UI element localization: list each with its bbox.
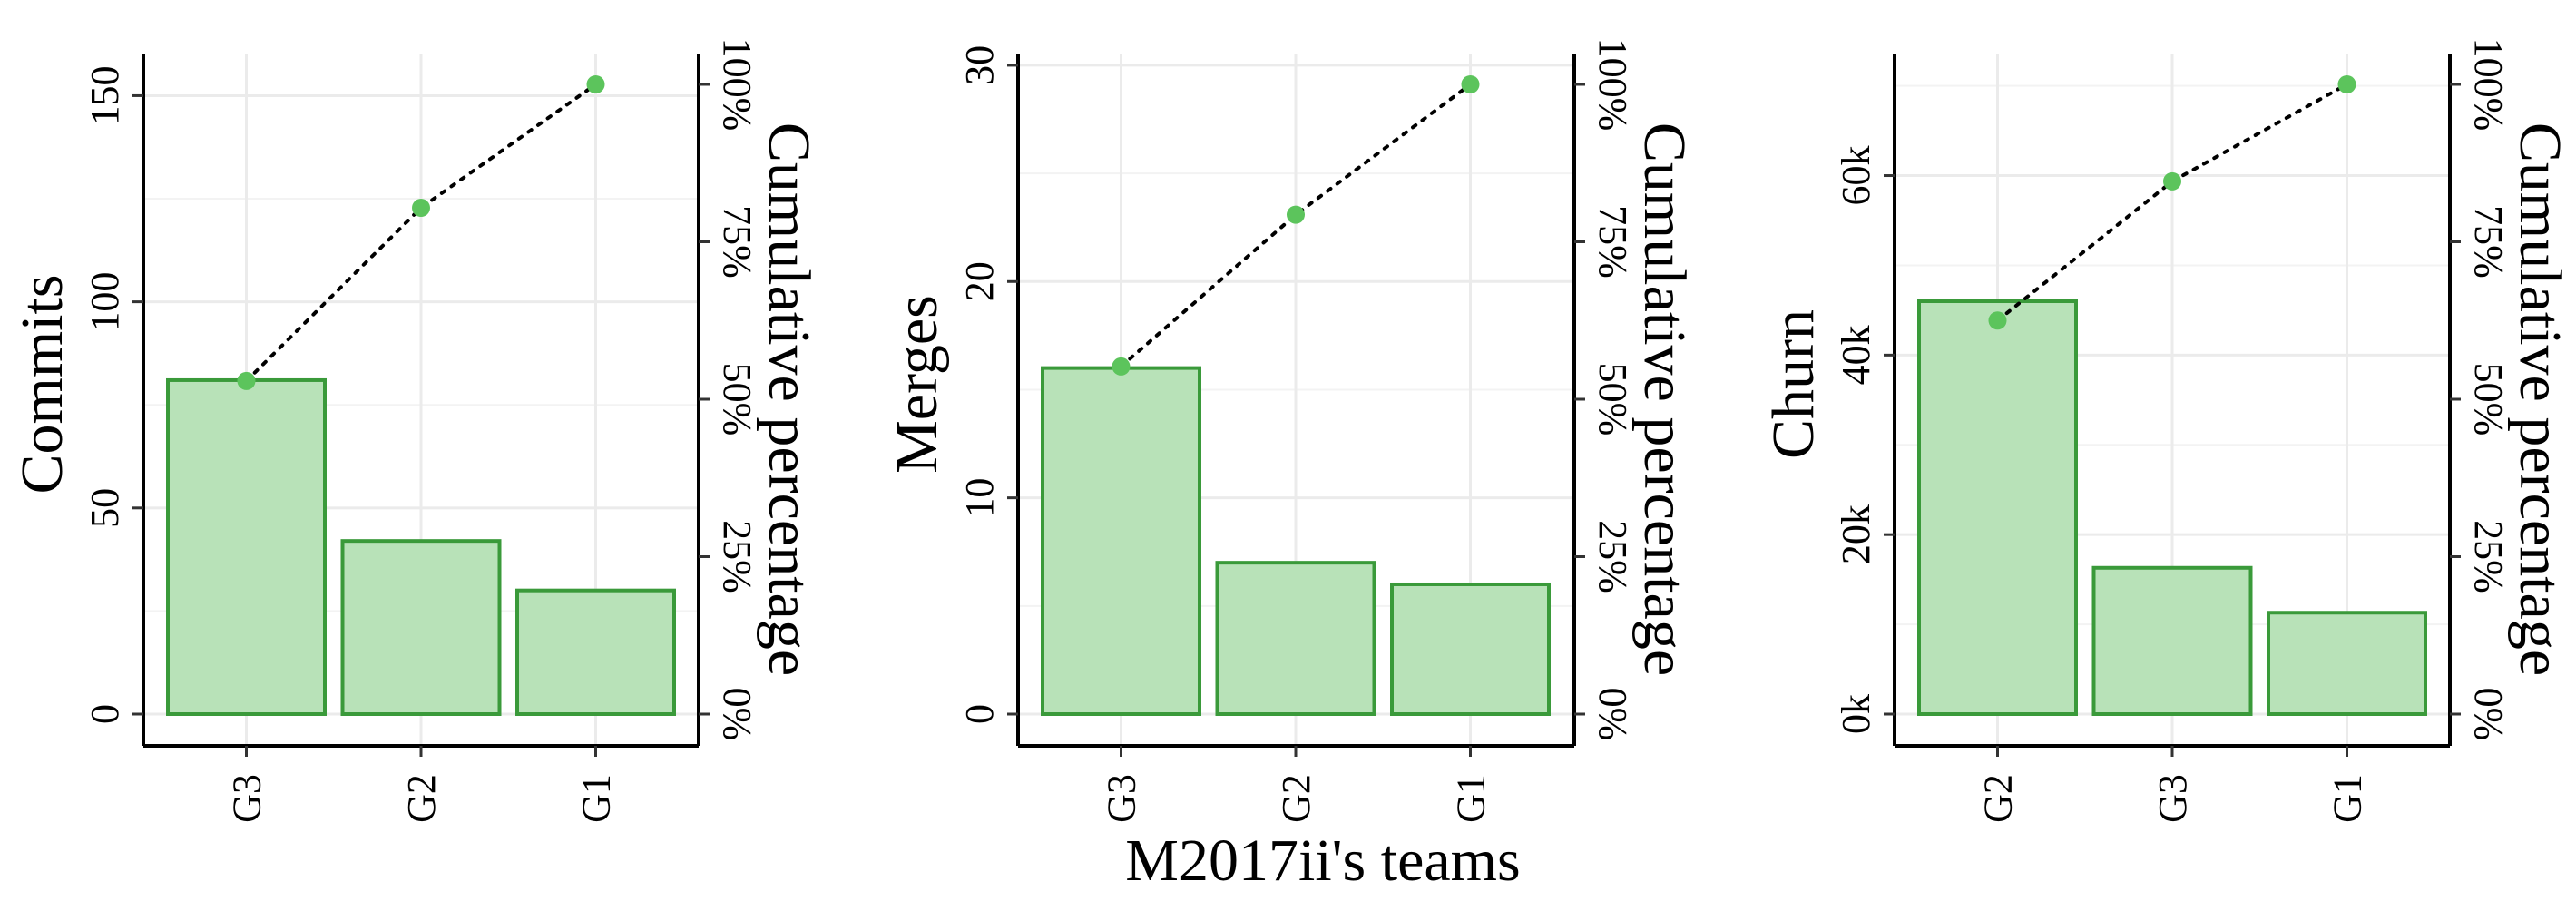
- y-axis-title: Commits: [9, 274, 75, 494]
- bar-G1: [2267, 611, 2427, 716]
- y2-tick-label: 0%: [1591, 688, 1635, 741]
- bar-G1: [1390, 582, 1551, 716]
- y2-tick-label: 0%: [715, 688, 759, 741]
- cumulative-point-G3: [237, 371, 256, 390]
- y2-axis-title: Cumulative percentage: [756, 122, 822, 676]
- cumulative-point-G1: [2337, 75, 2356, 93]
- panel-2: 0 10 20 30 0% 25% 50% 75% 100% G3 G2 G1 Merges Cumula…: [884, 38, 1698, 823]
- cumulative-point-G3: [2163, 171, 2181, 191]
- bar-G3: [2091, 565, 2253, 717]
- y-tick-label: 50: [83, 488, 127, 528]
- x-tick-label: G3: [1100, 774, 1144, 823]
- x-tick-label: G1: [2326, 774, 2370, 823]
- x-tick-label: G2: [399, 774, 444, 823]
- cumulative-point-G2: [412, 199, 430, 218]
- x-tick-label: G2: [1274, 774, 1318, 823]
- y-tick-label: 10: [957, 478, 1002, 518]
- y-tick-label: 20: [957, 261, 1002, 301]
- y2-tick-label: 25%: [1591, 520, 1635, 593]
- bar-G2: [340, 539, 502, 716]
- cumulative-point-G2: [1287, 205, 1305, 224]
- x-tick-label: G1: [1449, 774, 1494, 823]
- bar-G2: [1215, 561, 1376, 716]
- y2-axis-title: Cumulative percentage: [2507, 122, 2573, 676]
- y2-tick-label: 75%: [1591, 205, 1635, 279]
- bar-G3: [166, 377, 327, 716]
- y-tick-label: 40k: [1834, 325, 1878, 385]
- x-tick-label: G3: [225, 774, 269, 823]
- cumulative-line: [1119, 83, 1473, 368]
- y-tick-label: 0: [957, 704, 1002, 724]
- y-axis-title: Merges: [884, 295, 950, 474]
- x-tick-label: G1: [574, 774, 619, 823]
- bar-G1: [515, 588, 676, 716]
- y2-tick-label: 100%: [1591, 38, 1635, 132]
- y2-tick-label: 0%: [2466, 688, 2511, 741]
- y2-tick-label: 75%: [2466, 205, 2511, 279]
- y2-axis-title: Cumulative percentage: [1631, 122, 1698, 676]
- bar-G3: [1041, 366, 1201, 716]
- x-tick-label: G3: [2150, 774, 2195, 823]
- bar-G2: [1917, 299, 2078, 716]
- x-tick-label: G2: [1976, 774, 2021, 823]
- y-tick-label: 20k: [1834, 504, 1878, 564]
- y-axis-title: Churn: [1760, 309, 1827, 459]
- cumulative-point-G1: [1461, 75, 1480, 93]
- panel-1: 0 50 100 150 0% 25% 50% 75% 100% G3 G2 G1 Commits Cum…: [9, 38, 822, 823]
- cumulative-point-G3: [1112, 357, 1131, 376]
- figure-x-axis-title: M2017ii's teams: [1125, 828, 1520, 894]
- y-tick-label: 30: [957, 45, 1002, 85]
- y2-tick-label: 100%: [715, 38, 759, 132]
- y-tick-label: 150: [83, 65, 127, 125]
- y2-tick-label: 75%: [715, 205, 759, 279]
- y-tick-label: 0: [83, 704, 127, 724]
- y-tick-label: 0k: [1834, 694, 1878, 734]
- y2-tick-label: 25%: [715, 520, 759, 593]
- y-tick-label: 100: [83, 272, 127, 332]
- y2-tick-label: 50%: [1591, 363, 1635, 436]
- panel-3: 0k 20k 40k 60k 0% 25% 50% 75% 100% G2 G3 G1 Churn Cum…: [1760, 38, 2573, 823]
- cumulative-point-G2: [1988, 311, 2007, 330]
- y2-tick-label: 100%: [2466, 38, 2511, 132]
- y-tick-label: 60k: [1834, 146, 1878, 206]
- y2-tick-label: 25%: [2466, 520, 2511, 593]
- y2-tick-label: 50%: [715, 363, 759, 436]
- cumulative-point-G1: [586, 75, 605, 93]
- y2-tick-label: 50%: [2466, 363, 2511, 436]
